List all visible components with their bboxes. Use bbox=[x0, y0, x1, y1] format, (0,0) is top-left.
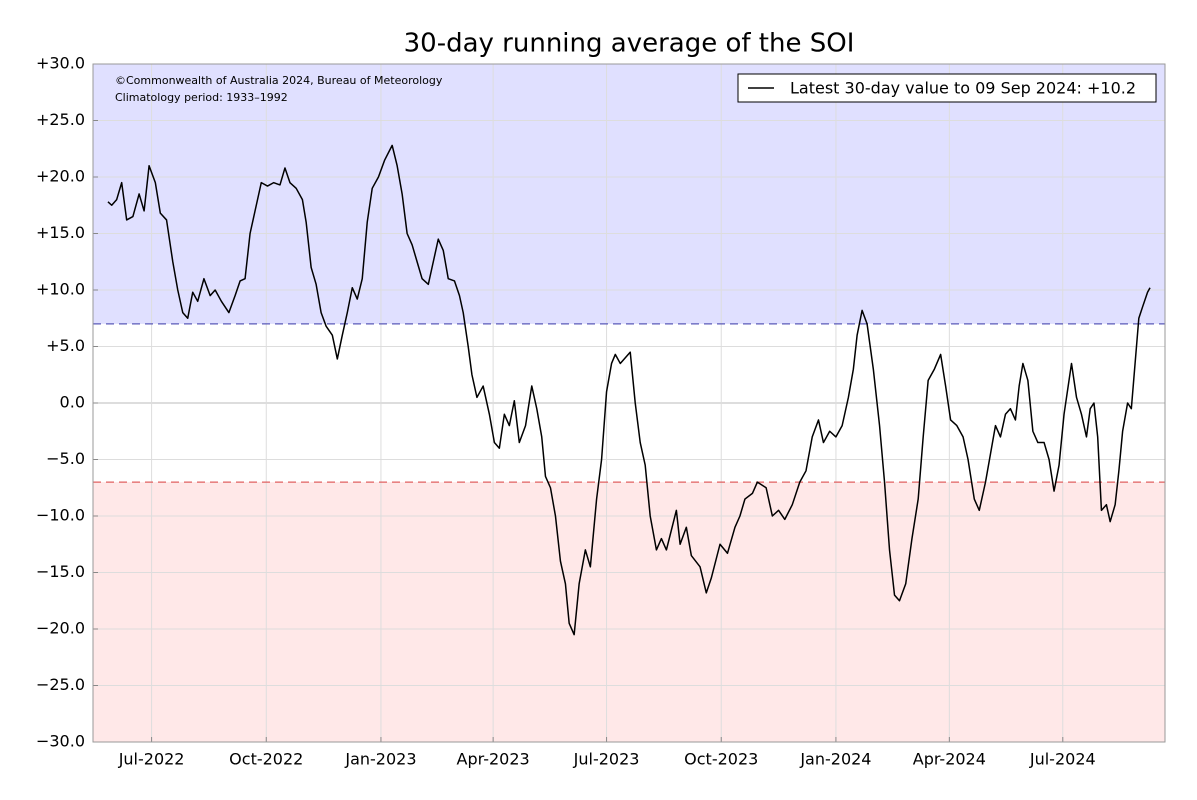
threshold-band bbox=[93, 482, 1165, 742]
y-tick-label: +30.0 bbox=[36, 54, 85, 73]
threshold-band bbox=[93, 64, 1165, 324]
copyright-note: ©Commonwealth of Australia 2024, Bureau … bbox=[115, 74, 443, 87]
legend: Latest 30-day value to 09 Sep 2024: +10.… bbox=[737, 73, 1157, 103]
plot-frame bbox=[92, 63, 1166, 743]
x-tick-label: Jan-2024 bbox=[799, 750, 871, 769]
y-tick-label: +5.0 bbox=[46, 336, 85, 355]
x-tick-label: Jul-2023 bbox=[573, 750, 640, 769]
y-tick-label: +20.0 bbox=[36, 167, 85, 186]
y-tick-label: −5.0 bbox=[46, 449, 85, 468]
x-tick-label: Oct-2022 bbox=[229, 750, 303, 769]
plot bbox=[93, 144, 1165, 636]
y-tick-label: −20.0 bbox=[36, 619, 85, 638]
x-tick-label: Apr-2024 bbox=[913, 750, 986, 769]
series-line bbox=[107, 144, 1151, 636]
x-tick-label: Apr-2023 bbox=[457, 750, 530, 769]
climatology-note: Climatology period: 1933–1992 bbox=[115, 91, 288, 104]
x-tick-label: Jan-2023 bbox=[344, 750, 416, 769]
x-tick-label: Jul-2024 bbox=[1029, 750, 1096, 769]
x-tick-label: Oct-2023 bbox=[684, 750, 758, 769]
y-tick-label: +15.0 bbox=[36, 223, 85, 242]
y-tick-label: −10.0 bbox=[36, 506, 85, 525]
y-tick-label: +25.0 bbox=[36, 110, 85, 129]
chart-title: 30-day running average of the SOI bbox=[404, 29, 855, 59]
x-tick-label: Jul-2022 bbox=[118, 750, 185, 769]
y-tick-label: −25.0 bbox=[36, 675, 85, 694]
y-tick-label: −15.0 bbox=[36, 562, 85, 581]
y-tick-label: 0.0 bbox=[60, 393, 85, 412]
y-tick-label: +10.0 bbox=[36, 280, 85, 299]
legend-box bbox=[737, 73, 1157, 103]
legend-label: Latest 30-day value to 09 Sep 2024: +10.… bbox=[790, 79, 1136, 98]
y-tick-label: −30.0 bbox=[36, 732, 85, 751]
